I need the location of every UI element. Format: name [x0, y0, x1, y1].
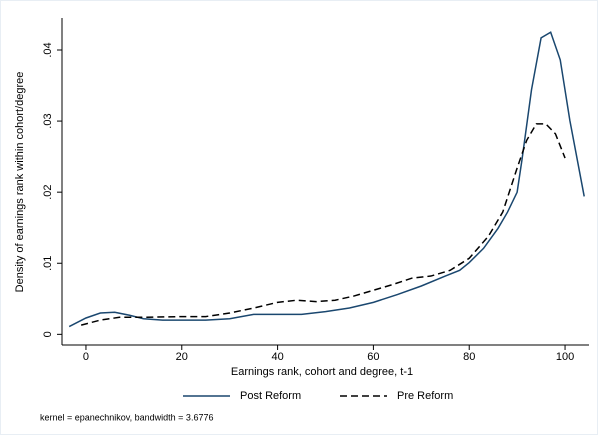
y-tick-label: .02 [42, 185, 54, 200]
x-tick-label: 0 [83, 351, 89, 363]
x-tick-label: 20 [176, 351, 188, 363]
y-tick-label: .01 [42, 256, 54, 271]
y-axis-title: Density of earnings rank within cohort/d… [14, 72, 26, 293]
x-tick-label: 100 [556, 351, 574, 363]
series-line [80, 123, 566, 326]
y-tick-label: 0 [42, 331, 54, 337]
x-tick-label: 60 [367, 351, 379, 363]
series-line [68, 31, 585, 328]
y-tick-label: .04 [42, 42, 54, 57]
x-axis-title: Earnings rank, cohort and degree, t-1 [231, 366, 413, 378]
legend-label: Post Reform [240, 390, 301, 402]
x-tick-label: 80 [463, 351, 475, 363]
x-tick-label: 40 [271, 351, 283, 363]
legend-label: Pre Reform [397, 390, 453, 402]
note: kernel = epanechnikov, bandwidth = 3.677… [40, 412, 213, 422]
y-tick-label: .03 [42, 113, 54, 128]
